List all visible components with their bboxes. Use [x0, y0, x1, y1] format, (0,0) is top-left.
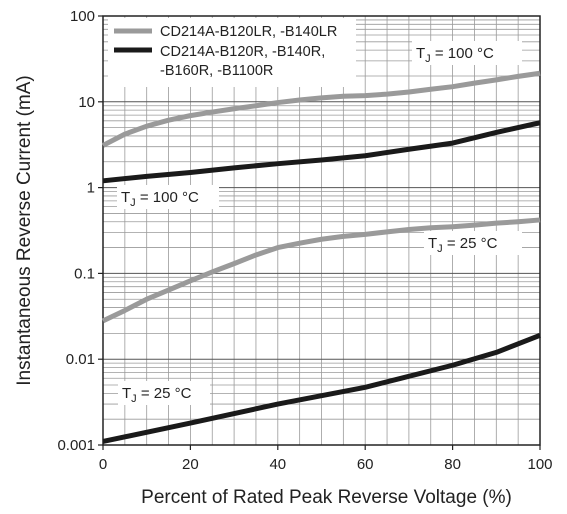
annotation-label: TJ = 25 °C: [428, 235, 498, 255]
series-line-0: [101, 70, 541, 148]
annotation-box: [118, 381, 210, 405]
annotation-box: [424, 231, 522, 255]
legend: CD214A-B120LR, -B140LR CD214A-B120R, -B14…: [108, 18, 356, 87]
annotation-box: [117, 185, 219, 209]
annotation-label: TJ = 100 °C: [121, 189, 199, 209]
annotation-label: TJ = 100 °C: [416, 45, 494, 65]
legend-label: -B160R, -B1100R: [160, 63, 273, 79]
series-line-1: [102, 120, 541, 184]
annotations: TJ = 100 °C TJ = 100 °C TJ = 25 °C TJ = 25 …: [117, 41, 522, 405]
y-tick-label: 1: [87, 180, 95, 197]
legend-label: CD214A-B120R, -B140R,: [160, 44, 325, 60]
x-axis-title: Percent of Rated Peak Reverse Voltage (%…: [141, 487, 512, 508]
x-tick-label: 40: [269, 456, 286, 473]
x-tick-label: 0: [99, 456, 107, 473]
series-line-3: [102, 332, 541, 444]
series-lines: [101, 70, 541, 444]
y-axis-title: Instantaneous Reverse Current (mA): [14, 75, 35, 385]
x-tick-label: 60: [357, 456, 374, 473]
annotation-label: TJ = 25 °C: [122, 385, 192, 405]
annotation-box: [412, 41, 522, 65]
y-tick-label: 100: [70, 8, 95, 25]
y-tick-label: 0.1: [74, 265, 95, 282]
y-tick-label: 0.001: [57, 437, 95, 454]
legend-label: CD214A-B120LR, -B140LR: [160, 24, 337, 40]
plot-frame: [102, 15, 541, 446]
series-line-2: [101, 217, 541, 324]
y-tick-label: 10: [78, 94, 95, 111]
x-tick-label: 20: [182, 456, 199, 473]
x-tick-label: 80: [444, 456, 461, 473]
y-tick-label: 0.01: [66, 351, 95, 368]
axis-ticks: 0 20 40 60 80 100 0.001 0.01 0.1 1 10 100: [57, 8, 552, 473]
x-tick-label: 100: [527, 456, 552, 473]
